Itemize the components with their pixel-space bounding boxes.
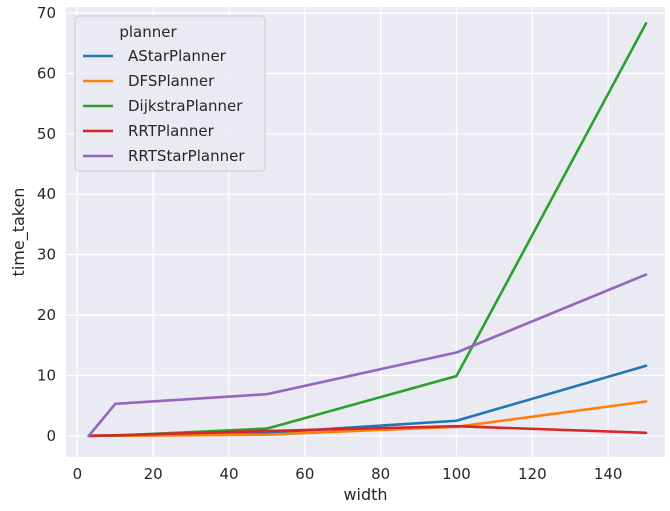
series-line-rrtstarplanner (87, 273, 648, 438)
x-tick-label: 0 (73, 465, 83, 483)
x-tick-label: 140 (594, 465, 623, 483)
x-tick-label: 60 (295, 465, 314, 483)
x-tick-label: 120 (518, 465, 547, 483)
y-tick-label: 30 (37, 246, 56, 264)
y-axis-ticks: 0 10 20 30 40 50 60 70 (37, 4, 56, 445)
y-tick-label: 0 (46, 427, 56, 445)
legend-items: AStarPlanner DFSPlanner DijkstraPlanner RRT… (83, 47, 245, 165)
legend-label: DFSPlanner (128, 72, 215, 90)
y-tick-label: 70 (37, 4, 56, 22)
x-tick-label: 80 (371, 465, 390, 483)
y-tick-label: 10 (37, 366, 56, 384)
x-axis-ticks: 0 20 40 60 80 100 120 140 (73, 465, 623, 483)
legend-label: AStarPlanner (128, 47, 227, 65)
x-tick-label: 100 (442, 465, 471, 483)
x-tick-label: 40 (219, 465, 238, 483)
x-axis-title: width (343, 485, 387, 504)
y-axis-title: time_taken (9, 188, 29, 277)
series-line-rrtplanner (87, 424, 648, 438)
legend-label: RRTPlanner (128, 122, 215, 140)
legend-title: planner (119, 23, 177, 41)
legend-label: DijkstraPlanner (128, 97, 243, 115)
y-tick-label: 40 (37, 185, 56, 203)
y-tick-label: 50 (37, 125, 56, 143)
y-tick-label: 60 (37, 64, 56, 82)
series-lines (87, 22, 648, 438)
x-tick-label: 20 (144, 465, 163, 483)
legend-box (74, 15, 266, 172)
legend: planner AStarPlanner DFSPlanner DijkstraPl… (74, 15, 266, 172)
y-tick-label: 20 (37, 306, 56, 324)
legend-label: RRTStarPlanner (128, 147, 245, 165)
